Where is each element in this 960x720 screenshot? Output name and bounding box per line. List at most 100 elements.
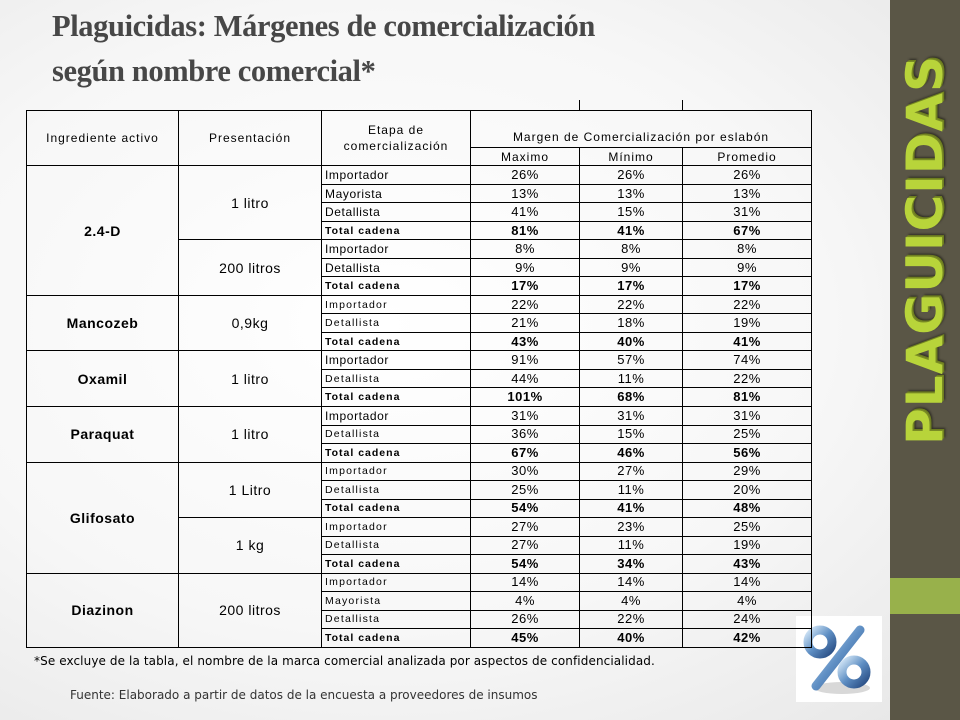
maximo-cell: 9%: [470, 257, 580, 278]
table-top-spacer: [27, 100, 812, 110]
maximo-cell: 25%: [470, 480, 580, 500]
ingrediente-cell: Diazinon: [26, 572, 179, 649]
minimo-cell: 14%: [579, 572, 683, 593]
promedio-cell: 56%: [682, 443, 812, 463]
etapa-cell: Importador: [321, 165, 471, 185]
total-cadena-label: Total cadena: [321, 498, 471, 519]
maximo-cell: 101%: [470, 387, 580, 407]
ingrediente-cell: Glifosato: [26, 461, 179, 574]
table-row: Detallista 21% 18% 19%: [27, 313, 812, 333]
etapa-cell: Detallista: [321, 368, 471, 389]
maximo-cell: 22%: [470, 294, 580, 315]
maximo-cell: 43%: [470, 331, 580, 352]
table-row: Detallista 41% 15% 31%: [27, 202, 812, 222]
promedio-cell: 25%: [682, 517, 812, 537]
minimo-cell: 40%: [579, 628, 683, 648]
table-row: Total cadena 45% 40% 42%: [27, 628, 812, 648]
table-row: 2.4-D 1 litro Importador 26% 26% 26%: [26, 165, 812, 296]
maximo-cell: 8%: [470, 239, 580, 259]
margins-table: Ingrediente activo Presentación Etapa de…: [26, 100, 812, 649]
presentacion-cell: 200 litros: [178, 239, 322, 296]
header-margen: Margen de Comercialización por eslabón: [470, 109, 812, 149]
minimo-cell: 27%: [579, 461, 683, 482]
table-row: Glifosato 1 Litro Importador 30% 27% 29%: [26, 461, 812, 574]
footnote: *Se excluye de la tabla, el nombre de la…: [34, 654, 655, 668]
etapa-cell: Detallista: [321, 535, 471, 556]
minimo-cell: 9%: [579, 257, 683, 278]
presentacion-cell: 1 kg: [178, 517, 322, 574]
presentacion-cell: 0,9kg: [178, 294, 322, 352]
total-cadena-label: Total cadena: [321, 331, 471, 352]
maximo-cell: 27%: [470, 517, 580, 537]
maximo-cell: 14%: [470, 572, 580, 593]
promedio-cell: 31%: [682, 202, 812, 222]
maximo-cell: 45%: [470, 628, 580, 648]
minimo-cell: 22%: [579, 294, 683, 315]
minimo-cell: 40%: [579, 331, 683, 352]
promedio-cell: 22%: [682, 368, 812, 389]
maximo-cell: 27%: [470, 535, 580, 556]
maximo-cell: 44%: [470, 368, 580, 389]
promedio-cell: 19%: [682, 535, 812, 556]
etapa-cell: Detallista: [321, 202, 471, 222]
promedio-cell: 14%: [682, 572, 812, 593]
promedio-cell: 74%: [682, 350, 812, 370]
etapa-cell: Importador: [321, 572, 471, 593]
maximo-cell: 26%: [470, 609, 580, 630]
promedio-cell: 41%: [682, 331, 812, 352]
minimo-cell: 34%: [579, 554, 683, 574]
maximo-cell: 26%: [470, 165, 580, 185]
maximo-cell: 41%: [470, 202, 580, 222]
maximo-cell: 91%: [470, 350, 580, 370]
header-minimo: Mínimo: [579, 147, 683, 167]
presentacion-cell: 1 litro: [178, 350, 322, 407]
minimo-cell: 46%: [579, 443, 683, 463]
table-row: Detallista 27% 11% 19%: [27, 535, 812, 556]
table-row: Total cadena 54% 34% 43%: [27, 554, 812, 574]
minimo-cell: 11%: [579, 535, 683, 556]
minimo-cell: 17%: [579, 276, 683, 296]
header-etapa-line2: comercialización: [343, 138, 449, 153]
minimo-cell: 15%: [579, 202, 683, 222]
ingrediente-cell: Paraquat: [26, 406, 179, 463]
table-row: Oxamil 1 litro Importador 91% 57% 74%: [26, 350, 812, 407]
maximo-cell: 31%: [470, 406, 580, 426]
minimo-cell: 13%: [579, 183, 683, 204]
table-row: Detallista 9% 9% 9%: [27, 257, 812, 278]
presentacion-cell: 1 litro: [178, 165, 322, 241]
ingrediente-cell: 2.4-D: [26, 165, 179, 296]
table-row: Total cadena 17% 17% 17%: [27, 276, 812, 296]
table-row: Mayorista 13% 13% 13%: [27, 183, 812, 204]
total-cadena-label: Total cadena: [321, 443, 471, 463]
minimo-cell: 11%: [579, 480, 683, 500]
minimo-cell: 57%: [579, 350, 683, 370]
minimo-cell: 15%: [579, 424, 683, 445]
maximo-cell: 54%: [470, 554, 580, 574]
ingrediente-cell: Oxamil: [26, 350, 179, 407]
table-row: Paraquat 1 litro Importador 31% 31% 31%: [26, 406, 812, 463]
maximo-cell: 17%: [470, 276, 580, 296]
minimo-cell: 26%: [579, 165, 683, 185]
slide-title-line1: Plaguicidas: Márgenes de comercializació…: [52, 9, 595, 43]
table-row: Total cadena 81% 41% 67%: [27, 220, 812, 241]
header-etapa: Etapa de comercialización: [321, 109, 471, 167]
etapa-cell: Importador: [321, 406, 471, 426]
total-cadena-label: Total cadena: [321, 554, 471, 574]
table-row: Mayorista 4% 4% 4%: [27, 591, 812, 611]
header-presentacion: Presentación: [178, 109, 322, 167]
etapa-cell: Detallista: [321, 424, 471, 445]
minimo-cell: 8%: [579, 239, 683, 259]
promedio-cell: 9%: [682, 257, 812, 278]
maximo-cell: 67%: [470, 443, 580, 463]
header-etapa-line1: Etapa de: [367, 122, 425, 137]
promedio-cell: 42%: [682, 628, 812, 648]
etapa-cell: Detallista: [321, 609, 471, 630]
presentacion-cell: 1 litro: [178, 406, 322, 463]
etapa-cell: Mayorista: [321, 183, 471, 204]
maximo-cell: 4%: [470, 591, 580, 611]
promedio-cell: 20%: [682, 480, 812, 500]
subheader-row: Maximo Mínimo Promedio: [27, 147, 812, 167]
promedio-cell: 31%: [682, 406, 812, 426]
maximo-cell: 13%: [470, 183, 580, 204]
etapa-cell: Detallista: [321, 257, 471, 278]
